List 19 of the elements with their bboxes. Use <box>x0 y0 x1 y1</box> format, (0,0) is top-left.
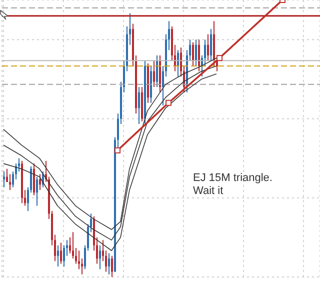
candlestick <box>108 252 110 275</box>
candlestick <box>33 163 35 196</box>
candlestick <box>36 176 38 206</box>
candlestick <box>207 34 209 62</box>
candlestick <box>99 244 101 270</box>
candlestick <box>60 242 62 264</box>
candlestick <box>198 39 200 72</box>
candlestick <box>210 28 212 62</box>
candlestick <box>195 39 197 66</box>
candlestick <box>153 60 155 88</box>
candlestick <box>111 255 113 278</box>
candlestick <box>39 174 41 190</box>
candlestick <box>138 86 140 124</box>
candlestick <box>3 170 5 188</box>
candlestick <box>156 54 158 88</box>
candlestick <box>192 42 194 66</box>
annotation: EJ 15M triangle. Wait it <box>193 172 272 198</box>
candlestick <box>57 244 59 267</box>
candlestick <box>9 174 11 190</box>
